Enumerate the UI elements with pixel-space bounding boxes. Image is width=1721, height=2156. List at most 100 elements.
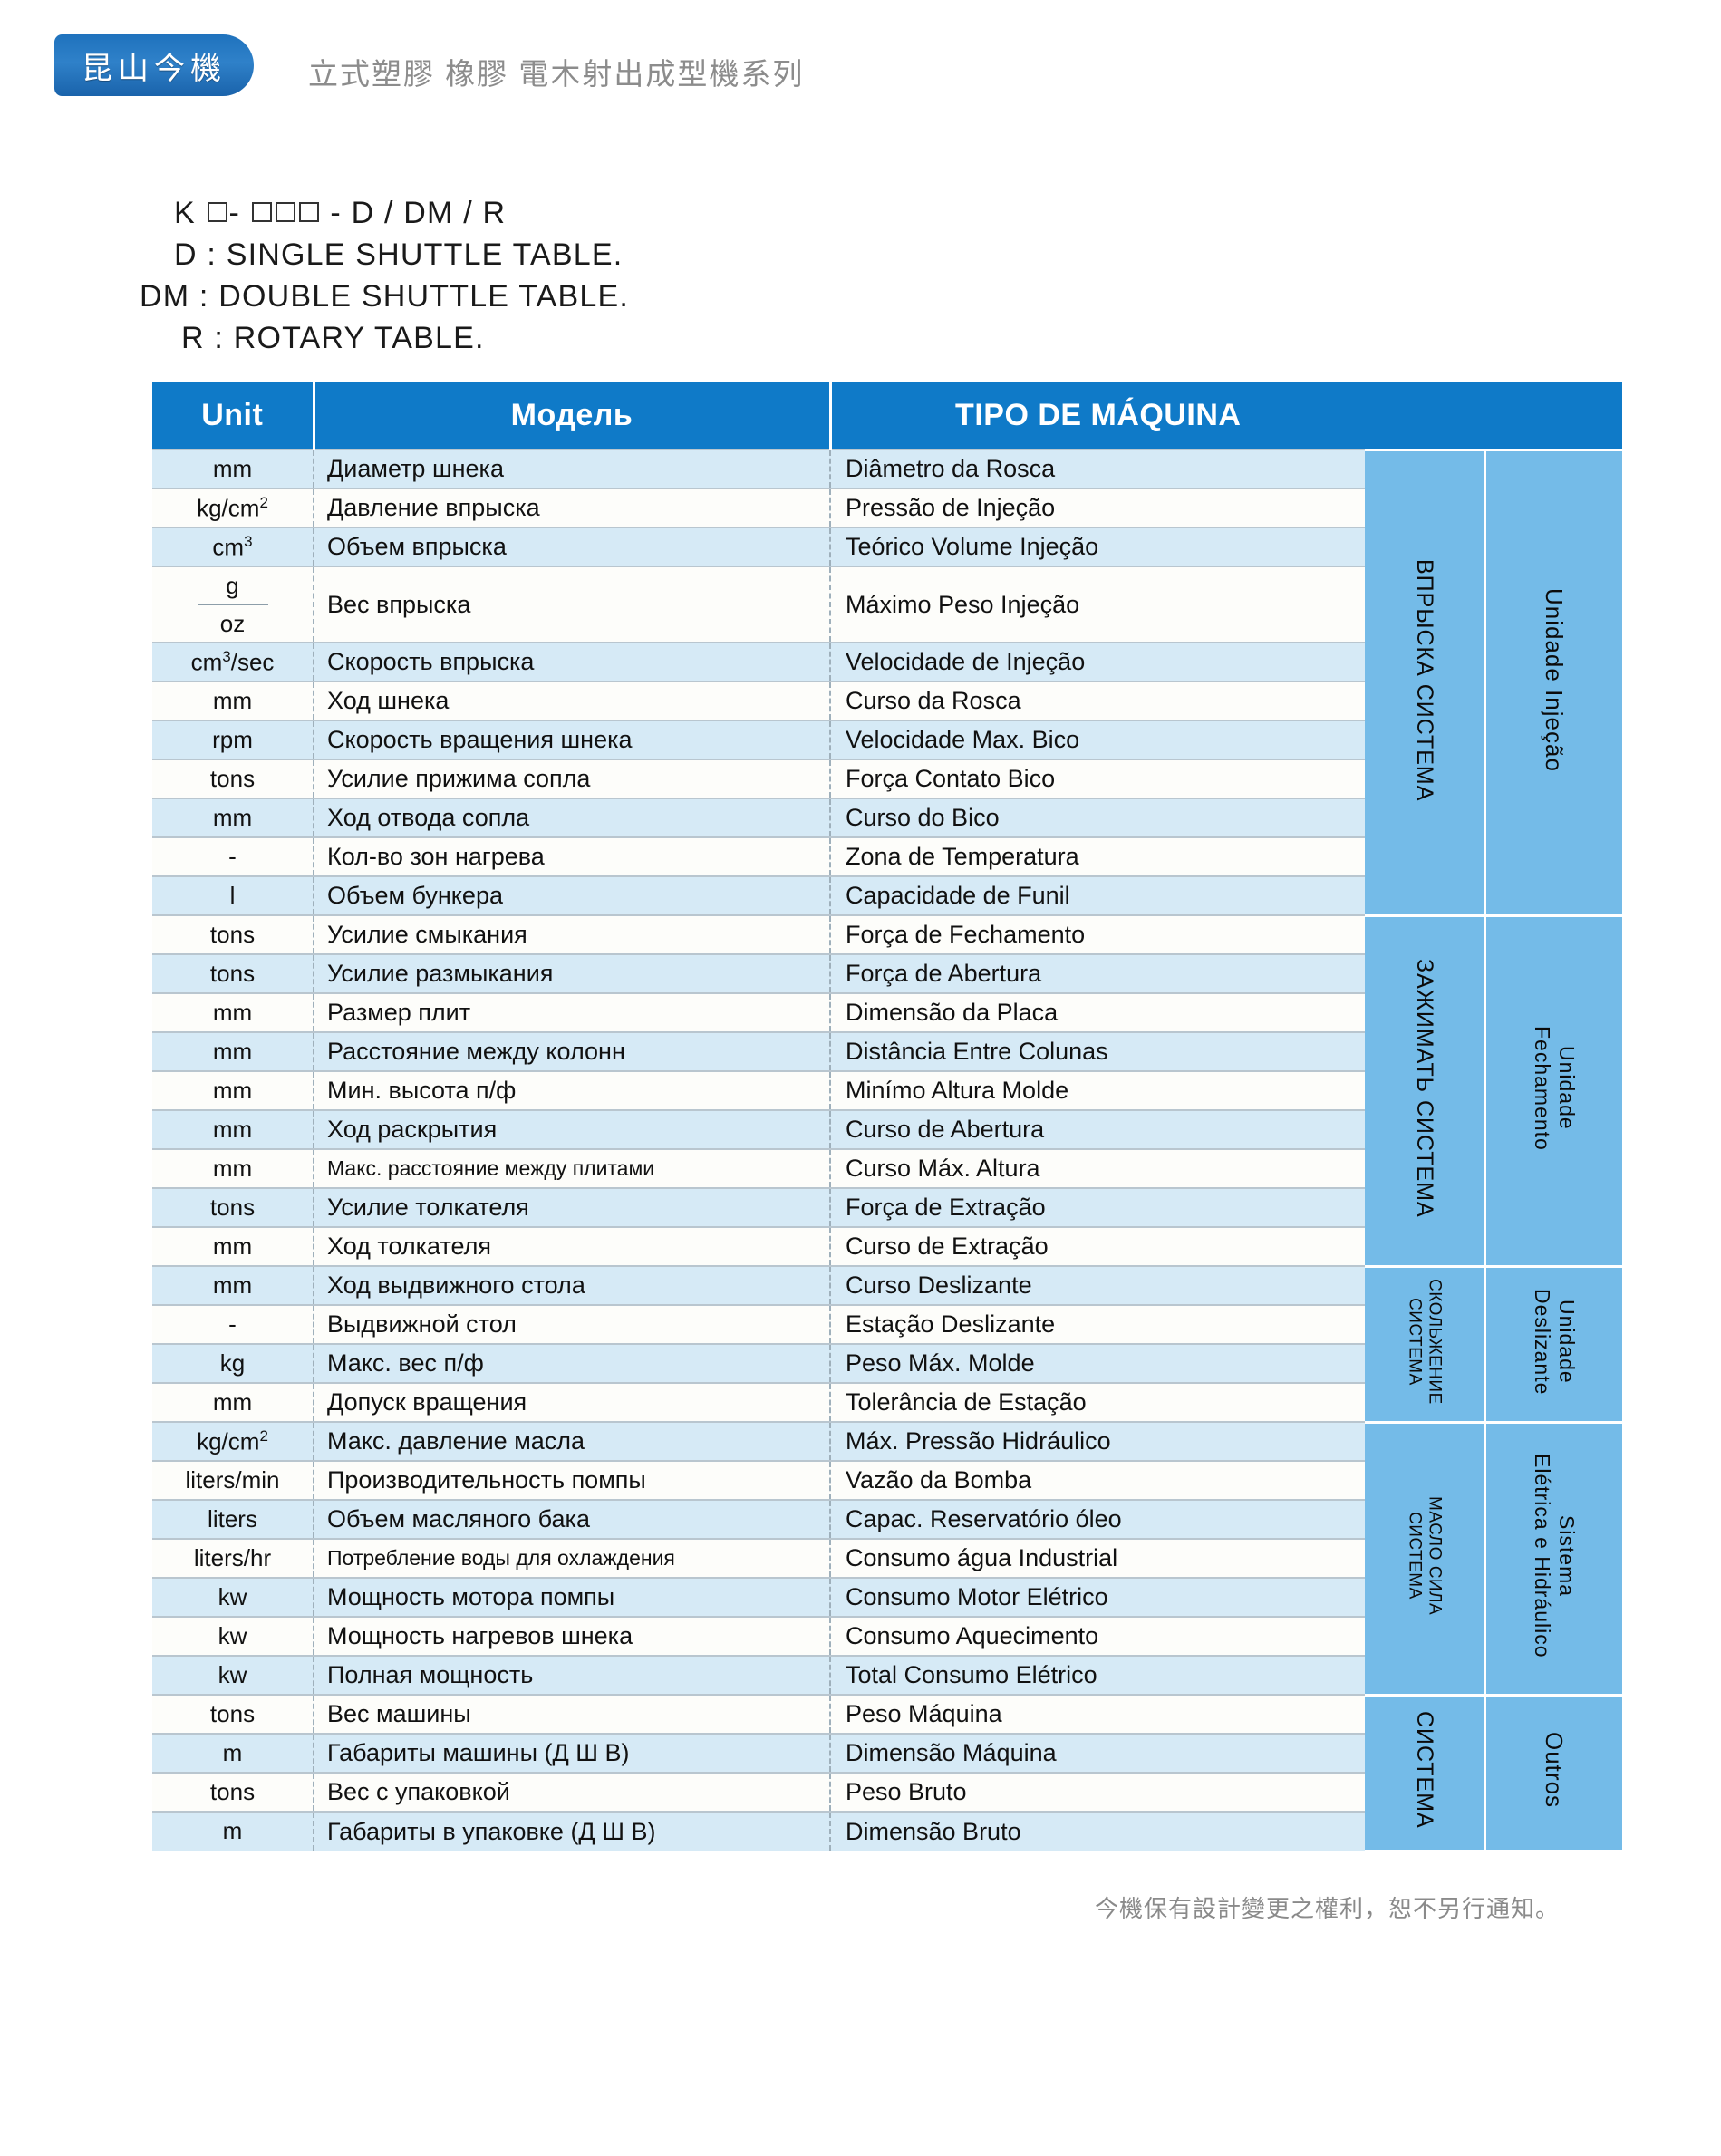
table-row: kw Полная мощность Total Consumo Elétrico [152,1655,1622,1695]
table-row: mm Макс. расстояние между плитами Curso Má… [152,1148,1622,1188]
cell-unit: mm [152,1070,314,1110]
group-label-ru-text: СИСТЕМА [1412,1711,1437,1830]
cell-machine-type-pt: Tolerância de Estação [830,1382,1365,1422]
model-sep-1: - [228,196,241,230]
table-row: cm3/sec Скорость впрыска Velocidade de Inj… [152,642,1622,682]
unit-exponent: 2 [259,1427,268,1445]
cell-machine-type-pt: Máx. Pressão Hidráulico [830,1421,1365,1461]
cell-model-ru: Расстояние между колонн [314,1031,831,1071]
group-label-pt-text: Sistema Elétrica e Hidráulico [1530,1454,1579,1658]
page-footer-notice: 今機保有設計變更之權利，恕不另行通知。 [1094,1894,1560,1922]
page-header: 昆山今機 立式塑膠 橡膠 電木射出成型機系列 [0,0,1721,136]
code-box-icon [298,202,319,222]
unit-denominator: oz [219,610,246,637]
cell-machine-type-pt: Peso Máx. Molde [830,1343,1365,1383]
cell-unit: m [152,1733,314,1773]
table-row: mm Ход раскрытия Curso de Abertura [152,1109,1622,1149]
cell-unit: liters/min [152,1460,314,1500]
cell-model-ru: Усилие толкателя [314,1187,831,1227]
group-label-ru-text: СКОЛЬЖЕНИЕ СИСТЕМА [1405,1278,1445,1405]
cell-model-ru: Диаметр шнека [314,449,831,488]
cell-unit: tons [152,1187,314,1227]
cell-model-ru: Производительность помпы [314,1460,831,1500]
group-label-ru-text: ВПРЫСКА СИСТЕМА [1412,558,1437,802]
model-sep-2: - [330,196,342,230]
group-label-pt-text: Unidade Deslizante [1530,1288,1579,1396]
cell-model-ru: Давление впрыска [314,488,831,527]
cell-model-ru: Вес с упаковкой [314,1772,831,1812]
legend-line-dm: DM : DOUBLE SHUTTLE TABLE. [140,279,630,314]
cell-unit: mm [152,1226,314,1266]
cell-unit: l [152,875,314,915]
cell-model-ru: Скорость вращения шнека [314,720,831,759]
cell-unit: mm [152,992,314,1032]
table-row: - Кол-во зон нагрева Zona de Temperatura [152,836,1622,876]
cell-machine-type-pt: Velocidade Max. Bico [830,720,1365,759]
cell-model-ru: Объем масляного бака [314,1499,831,1539]
cell-machine-type-pt: Curso de Abertura [830,1109,1365,1149]
cell-unit-stacked: g oz [152,566,314,643]
cell-model-ru: Выдвижной стол [314,1304,831,1344]
cell-machine-type-pt: Dimensão Bruto [830,1811,1365,1851]
cell-machine-type-pt: Consumo água Industrial [830,1538,1365,1578]
table-row: tons Вес машины Peso Máquina СИСТЕМА Outros [152,1693,1622,1852]
cell-unit: - [152,1304,314,1344]
cell-unit: mm [152,1265,314,1305]
cell-model-ru: Мин. высота п/ф [314,1070,831,1110]
cell-machine-type-pt: Diâmetro da Rosca [830,449,1365,488]
group-label-ru: СИСТЕМА [1365,1693,1486,1852]
cell-machine-type-pt: Curso da Rosca [830,681,1365,720]
model-code-pattern: K - - D / DM / R [174,192,1721,234]
cell-model-ru: Объем впрыска [314,527,831,566]
cell-machine-type-pt: Teórico Volume Injeção [830,527,1365,566]
group-label-pt-text: Unidade Injeção [1541,587,1569,772]
group-label-ru: МАСЛО СИЛА СИСТЕМА [1365,1420,1486,1697]
cell-machine-type-pt: Pressão de Injeção [830,488,1365,527]
table-row: mm Ход шнека Curso da Rosca [152,681,1622,720]
cell-model-ru: Усилие смыкания [314,914,831,954]
table-row: kw Мощность нагревов шнека Consumo Aquecim… [152,1616,1622,1656]
cell-model-ru: Ход толкателя [314,1226,831,1266]
cell-unit: kg/cm2 [152,488,314,527]
table-row: rpm Скорость вращения шнека Velocidade Max… [152,720,1622,759]
table-row: mm Диаметр шнека Diâmetro da Rosca ВПРЫСКА … [152,448,1622,917]
table-row: m Габариты машины (Д Ш В) Dimensão Máquina [152,1733,1622,1773]
table-row: kg/cm2 Давление впрыска Pressão de Injeção [152,488,1622,527]
group-label-ru-text: МАСЛО СИЛА СИСТЕМА [1405,1496,1445,1616]
cell-machine-type-pt: Peso Bruto [830,1772,1365,1812]
group-label-pt: Unidade Fechamento [1484,914,1622,1268]
group-label-ru: ЗАЖИМАТЬ СИСТЕМА [1365,914,1486,1268]
cell-unit: kg [152,1343,314,1383]
cell-unit: mm [152,1109,314,1149]
group-label-pt: Sistema Elétrica e Hidráulico [1484,1420,1622,1697]
cell-model-ru: Допуск вращения [314,1382,831,1422]
model-code-block: K - - D / DM / R D : SINGLE SHUTTLE TABL… [0,192,1721,359]
unit-exponent: 2 [259,494,268,512]
spec-table-body: mm Диаметр шнека Diâmetro da Rosca ВПРЫСКА … [152,448,1622,1852]
cell-model-ru: Полная мощность [314,1655,831,1695]
cell-model-ru: Вес машины [314,1694,831,1734]
model-prefix: K [174,196,196,230]
cell-machine-type-pt: Dimensão Máquina [830,1733,1365,1773]
spec-table-head: Unit Модель TIPO DE MÁQUINA [152,382,1622,450]
legend-line-r: R : ROTARY TABLE. [181,321,485,355]
unit-exponent: 3 [222,648,231,666]
table-row: mm Ход толкателя Curso de Extração [152,1226,1622,1266]
cell-unit: tons [152,1694,314,1734]
cell-machine-type-pt: Força de Fechamento [830,914,1365,954]
table-row: liters Объем масляного бака Capac. Reserva… [152,1499,1622,1539]
table-row: kg/cm2 Макс. давление масла Máx. Pressão H… [152,1420,1622,1697]
cell-model-ru: Потребление воды для охлаждения [314,1538,831,1578]
cell-machine-type-pt: Vazão da Bomba [830,1460,1365,1500]
column-header-group-pt [1484,382,1622,450]
table-row: l Объем бункера Capacidade de Funil [152,875,1622,915]
cell-unit: kw [152,1577,314,1617]
cell-unit: tons [152,759,314,798]
cell-machine-type-pt: Consumo Motor Elétrico [830,1577,1365,1617]
table-row: m Габариты в упаковке (Д Ш В) Dimensão Bru… [152,1811,1622,1851]
cell-machine-type-pt: Distância Entre Colunas [830,1031,1365,1071]
column-header-model: Модель [314,382,832,450]
table-row: mm Ход отвода сопла Curso do Bico [152,798,1622,837]
group-label-ru-text: ЗАЖИМАТЬ СИСТЕМА [1412,958,1437,1218]
cell-machine-type-pt: Capac. Reservatório óleo [830,1499,1365,1539]
